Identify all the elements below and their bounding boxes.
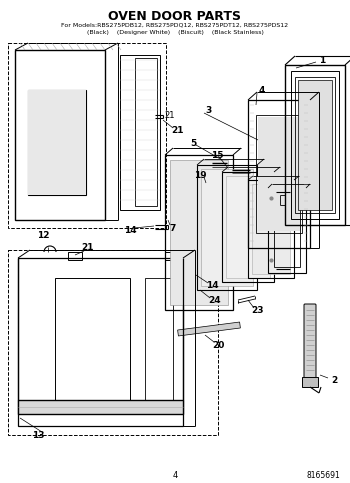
Bar xyxy=(8,43,166,228)
Text: 7: 7 xyxy=(170,224,176,232)
Bar xyxy=(165,252,177,260)
Text: 12: 12 xyxy=(37,230,49,240)
Text: 13: 13 xyxy=(32,430,44,440)
FancyArrow shape xyxy=(177,322,240,336)
Bar xyxy=(145,278,173,408)
Text: For Models:RBS275PDB12, RBS275PDQ12, RBS275PDT12, RBS275PDS12: For Models:RBS275PDB12, RBS275PDQ12, RBS… xyxy=(62,22,288,27)
Bar xyxy=(226,176,270,278)
Bar xyxy=(268,188,306,273)
Text: 4: 4 xyxy=(172,470,177,480)
Text: 14: 14 xyxy=(206,281,218,289)
Text: 3: 3 xyxy=(205,105,211,114)
Bar xyxy=(201,169,253,286)
Bar xyxy=(8,250,218,435)
Bar xyxy=(291,71,339,219)
Bar xyxy=(222,172,274,282)
Text: 1: 1 xyxy=(319,56,325,65)
FancyBboxPatch shape xyxy=(304,304,316,381)
Bar xyxy=(68,252,82,260)
Text: 4: 4 xyxy=(259,85,265,95)
Text: 21: 21 xyxy=(165,111,175,119)
Bar xyxy=(165,155,233,310)
Text: 21: 21 xyxy=(82,242,94,252)
Bar xyxy=(18,400,183,414)
Bar xyxy=(274,194,300,267)
Text: 2: 2 xyxy=(331,375,337,384)
Bar xyxy=(120,55,160,210)
Text: 23: 23 xyxy=(252,306,264,314)
Text: 8165691: 8165691 xyxy=(306,470,340,480)
Text: 19: 19 xyxy=(194,170,206,180)
Text: 5: 5 xyxy=(190,139,196,147)
Text: OVEN DOOR PARTS: OVEN DOOR PARTS xyxy=(108,10,241,23)
Bar xyxy=(248,100,310,248)
Bar xyxy=(197,165,257,290)
Bar xyxy=(55,278,130,408)
Bar xyxy=(15,50,105,220)
Bar xyxy=(252,184,290,274)
Text: (Black)    (Designer White)    (Biscuit)    (Black Stainless): (Black) (Designer White) (Biscuit) (Blac… xyxy=(86,30,264,35)
Bar xyxy=(18,258,183,426)
Text: 24: 24 xyxy=(209,296,221,304)
Bar xyxy=(28,90,86,195)
Bar xyxy=(248,180,294,278)
Bar xyxy=(170,160,228,305)
Text: 15: 15 xyxy=(211,151,223,159)
Bar xyxy=(298,80,332,210)
Bar xyxy=(285,65,345,225)
Bar xyxy=(28,90,86,195)
Bar xyxy=(256,115,302,233)
Bar xyxy=(295,77,335,213)
Bar xyxy=(302,377,318,387)
Text: 21: 21 xyxy=(172,126,184,134)
Bar xyxy=(135,58,157,206)
Text: 20: 20 xyxy=(212,341,224,350)
Text: 14: 14 xyxy=(124,226,136,235)
Bar xyxy=(258,117,300,231)
